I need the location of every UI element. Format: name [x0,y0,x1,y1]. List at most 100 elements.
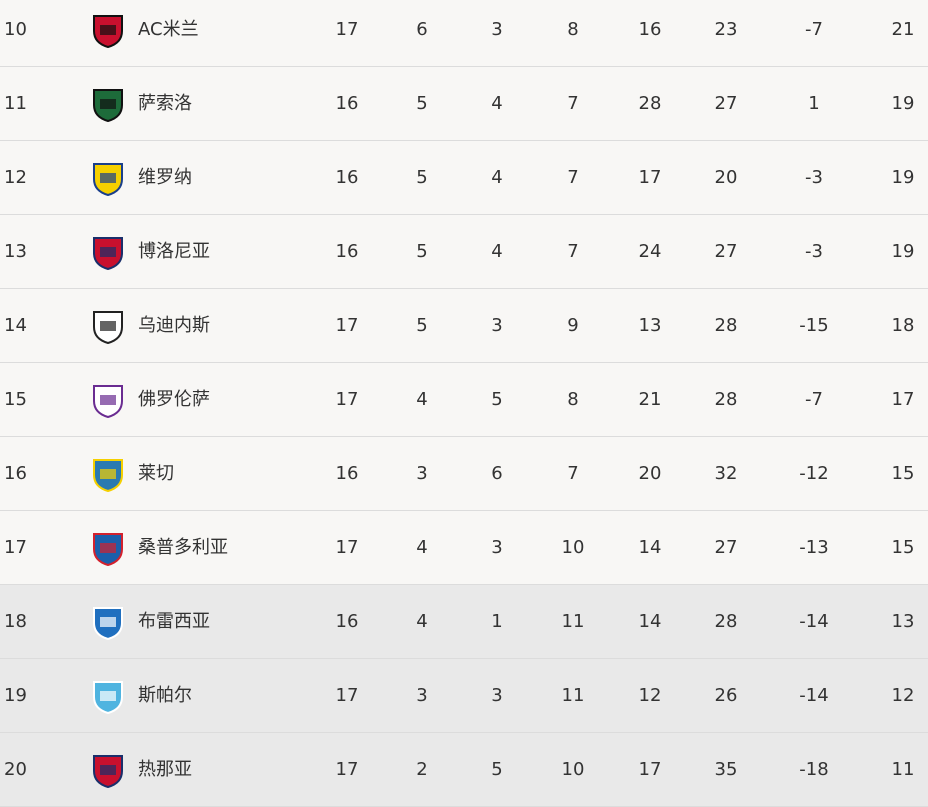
stat-ga: 23 [714,19,738,40]
stat-l: 8 [567,389,579,410]
team-name[interactable]: 布雷西亚 [138,611,210,632]
table-row[interactable]: 11 萨索洛 16 5 4 7 28 27 1 19 [0,67,928,141]
stat-d: 3 [491,685,503,706]
stat-p: 16 [335,241,359,262]
stat-pts: 17 [891,389,915,410]
team-name[interactable]: 斯帕尔 [138,685,192,706]
stat-w: 2 [416,759,428,780]
rank: 14 [4,315,27,336]
stat-p: 16 [335,463,359,484]
stat-w: 4 [416,389,428,410]
stat-pts: 19 [891,93,915,114]
stat-l: 7 [567,241,579,262]
stat-l: 11 [561,611,585,632]
rank: 19 [4,685,27,706]
team-name[interactable]: 维罗纳 [138,167,192,188]
stat-gf: 17 [638,167,662,188]
stat-w: 4 [416,537,428,558]
sampdoria-logo-icon [93,533,123,567]
stat-w: 5 [416,241,428,262]
table-row[interactable]: 13 博洛尼亚 16 5 4 7 24 27 -3 19 [0,215,928,289]
stat-pts: 19 [891,241,915,262]
stat-pts: 15 [891,537,915,558]
table-row[interactable]: 19 斯帕尔 17 3 3 11 12 26 -14 12 [0,659,928,733]
team-name[interactable]: 萨索洛 [138,93,192,114]
team-name[interactable]: 桑普多利亚 [138,537,228,558]
stat-w: 5 [416,315,428,336]
stat-p: 17 [335,19,359,40]
stat-gd: 1 [808,93,820,114]
stat-w: 3 [416,685,428,706]
table-row[interactable]: 16 莱切 16 3 6 7 20 32 -12 15 [0,437,928,511]
stat-gd: -14 [799,611,829,632]
stat-pts: 11 [891,759,915,780]
brescia-logo-icon [93,607,123,641]
table-row[interactable]: 10 AC米兰 17 6 3 8 16 23 -7 21 [0,0,928,67]
stat-d: 3 [491,19,503,40]
stat-pts: 18 [891,315,915,336]
rank: 12 [4,167,27,188]
table-row[interactable]: 20 热那亚 17 2 5 10 17 35 -18 11 [0,733,928,807]
stat-ga: 28 [714,611,738,632]
team-name[interactable]: AC米兰 [138,19,199,40]
stat-ga: 35 [714,759,738,780]
sassuolo-logo-icon [93,89,123,123]
stat-l: 10 [561,759,585,780]
rank: 18 [4,611,27,632]
stat-w: 5 [416,93,428,114]
stat-gf: 12 [638,685,662,706]
spal-logo-icon [93,681,123,715]
stat-l: 7 [567,167,579,188]
stat-d: 1 [491,611,503,632]
team-name[interactable]: 乌迪内斯 [138,315,210,336]
rank: 20 [4,759,27,780]
table-row[interactable]: 18 布雷西亚 16 4 1 11 14 28 -14 13 [0,585,928,659]
team-name[interactable]: 佛罗伦萨 [138,389,210,410]
lecce-logo-icon [93,459,123,493]
stat-l: 11 [561,685,585,706]
stat-gf: 24 [638,241,662,262]
ac-milan-logo-icon [93,15,123,49]
stat-ga: 32 [714,463,738,484]
stat-ga: 27 [714,537,738,558]
stat-gd: -18 [799,759,829,780]
stat-ga: 27 [714,241,738,262]
stat-w: 5 [416,167,428,188]
stat-l: 9 [567,315,579,336]
team-name[interactable]: 博洛尼亚 [138,241,210,262]
stat-p: 16 [335,611,359,632]
stat-gf: 28 [638,93,662,114]
stat-ga: 28 [714,315,738,336]
table-row[interactable]: 15 佛罗伦萨 17 4 5 8 21 28 -7 17 [0,363,928,437]
rank: 16 [4,463,27,484]
stat-p: 17 [335,537,359,558]
table-row[interactable]: 12 维罗纳 16 5 4 7 17 20 -3 19 [0,141,928,215]
fiorentina-logo-icon [93,385,123,419]
stat-d: 5 [491,389,503,410]
stat-d: 4 [491,93,503,114]
table-row[interactable]: 14 乌迪内斯 17 5 3 9 13 28 -15 18 [0,289,928,363]
stat-gf: 17 [638,759,662,780]
team-name[interactable]: 热那亚 [138,759,192,780]
genoa-logo-icon [93,755,123,789]
stat-w: 6 [416,19,428,40]
stat-gf: 16 [638,19,662,40]
verona-logo-icon [93,163,123,197]
table-row[interactable]: 17 桑普多利亚 17 4 3 10 14 27 -13 15 [0,511,928,585]
stat-p: 16 [335,93,359,114]
rank: 17 [4,537,27,558]
stat-ga: 26 [714,685,738,706]
stat-d: 3 [491,315,503,336]
stat-l: 7 [567,463,579,484]
rank: 15 [4,389,27,410]
udinese-logo-icon [93,311,123,345]
rank: 10 [4,19,27,40]
stat-pts: 19 [891,167,915,188]
stat-pts: 21 [891,19,915,40]
team-name[interactable]: 莱切 [138,463,174,484]
stat-gd: -14 [799,685,829,706]
stat-w: 4 [416,611,428,632]
stat-gd: -13 [799,537,829,558]
stat-w: 3 [416,463,428,484]
